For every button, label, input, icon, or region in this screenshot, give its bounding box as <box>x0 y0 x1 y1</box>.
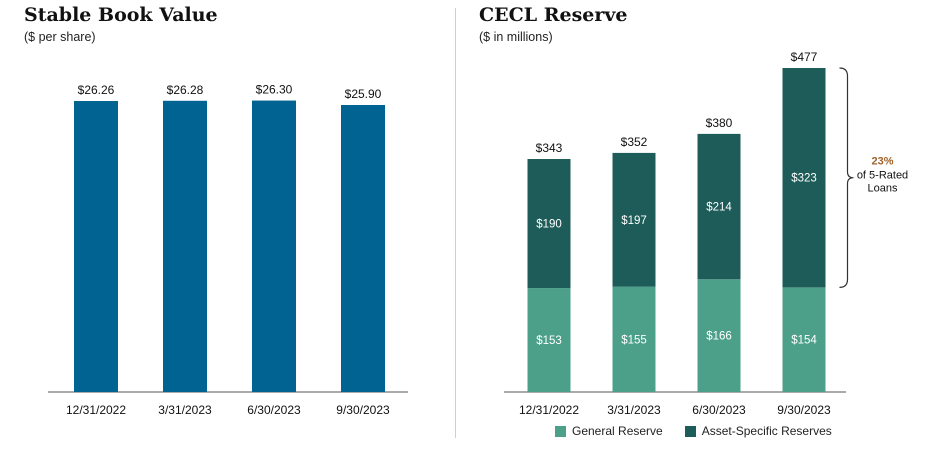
general-reserve-data-label: $154 <box>791 335 817 347</box>
general-reserve-bar-segment <box>697 279 741 392</box>
book-value-data-label: $25.90 <box>345 87 382 101</box>
asset-specific-reserves-data-label: $197 <box>621 215 647 227</box>
legend-item-asset-specific-reserves: Asset-Specific Reserves <box>684 424 832 438</box>
general-reserve-bar-segment <box>612 286 656 392</box>
book-value-subtitle: ($ per share) <box>24 30 96 44</box>
cecl-total-label: $477 <box>791 50 818 64</box>
asset-specific-reserves-bar-segment <box>527 159 571 289</box>
asset-specific-reserves-data-label: $190 <box>536 219 562 231</box>
asset-specific-brace <box>839 67 854 288</box>
book-value-bar <box>163 100 207 393</box>
annotation-percent: 23% <box>871 156 893 168</box>
annotation-text-line: Loans <box>868 183 898 195</box>
cecl-reserve-panel: CECL Reserve ($ in millions) $153 $190 $34… <box>460 0 931 456</box>
cecl-reserve-title: CECL Reserve <box>479 4 628 26</box>
book-value-chart: $26.26 12/31/2022 $26.28 3/31/2023 $26.30 6/3… <box>48 83 408 417</box>
cecl-x-tick-label: 6/30/2023 <box>692 403 746 417</box>
book-value-bar <box>341 105 385 392</box>
annotation-text-line: of 5-Rated <box>857 170 908 182</box>
book-value-x-tick-label: 6/30/2023 <box>247 403 301 417</box>
asset-specific-reserves-data-label: $214 <box>706 202 732 214</box>
legend-label-general-reserve: General Reserve <box>572 424 663 438</box>
asset-specific-reserves-data-label: $323 <box>791 173 817 185</box>
book-value-x-tick-label: 12/31/2022 <box>66 403 126 417</box>
cecl-x-tick-label: 3/31/2023 <box>607 403 661 417</box>
book-value-panel: Stable Book Value ($ per share) $26.26 12… <box>0 0 450 456</box>
book-value-data-label: $26.30 <box>256 83 293 97</box>
cecl-reserve-subtitle: ($ in millions) <box>479 30 553 44</box>
book-value-data-label: $26.26 <box>78 83 115 97</box>
book-value-bar <box>252 100 296 392</box>
cecl-x-tick-label: 9/30/2023 <box>777 403 831 417</box>
general-reserve-data-label: $166 <box>706 331 732 343</box>
cecl-legend: General Reserve Asset-Specific Reserves <box>555 424 832 438</box>
cecl-total-label: $380 <box>706 116 733 130</box>
general-reserve-bar-segment <box>782 287 826 392</box>
legend-swatch-general-reserve <box>555 425 566 437</box>
asset-specific-reserves-bar-segment <box>782 68 826 288</box>
book-value-data-label: $26.28 <box>167 83 204 97</box>
book-value-x-tick-label: 3/31/2023 <box>158 403 212 417</box>
general-reserve-bar-segment <box>527 288 571 392</box>
book-value-title: Stable Book Value <box>24 4 218 26</box>
cecl-x-tick-label: 12/31/2022 <box>519 403 579 417</box>
panel-divider <box>455 8 456 438</box>
book-value-x-tick-label: 9/30/2023 <box>336 403 390 417</box>
general-reserve-data-label: $155 <box>621 334 647 346</box>
legend-swatch-asset-specific-reserves <box>684 425 696 437</box>
asset-specific-reserves-bar-segment <box>612 152 656 287</box>
cecl-total-label: $343 <box>536 141 563 155</box>
legend-label-asset-specific-reserves: Asset-Specific Reserves <box>701 424 832 438</box>
general-reserve-data-label: $153 <box>536 335 562 347</box>
asset-specific-reserves-bar-segment <box>697 133 741 280</box>
cecl-total-label: $352 <box>621 135 648 149</box>
cecl-reserve-chart: $153 $190 $343 12/31/2022 $155 $197 $352 3/31/2… <box>504 50 908 417</box>
book-value-bar <box>74 101 118 393</box>
legend-item-general-reserve: General Reserve <box>555 424 663 438</box>
